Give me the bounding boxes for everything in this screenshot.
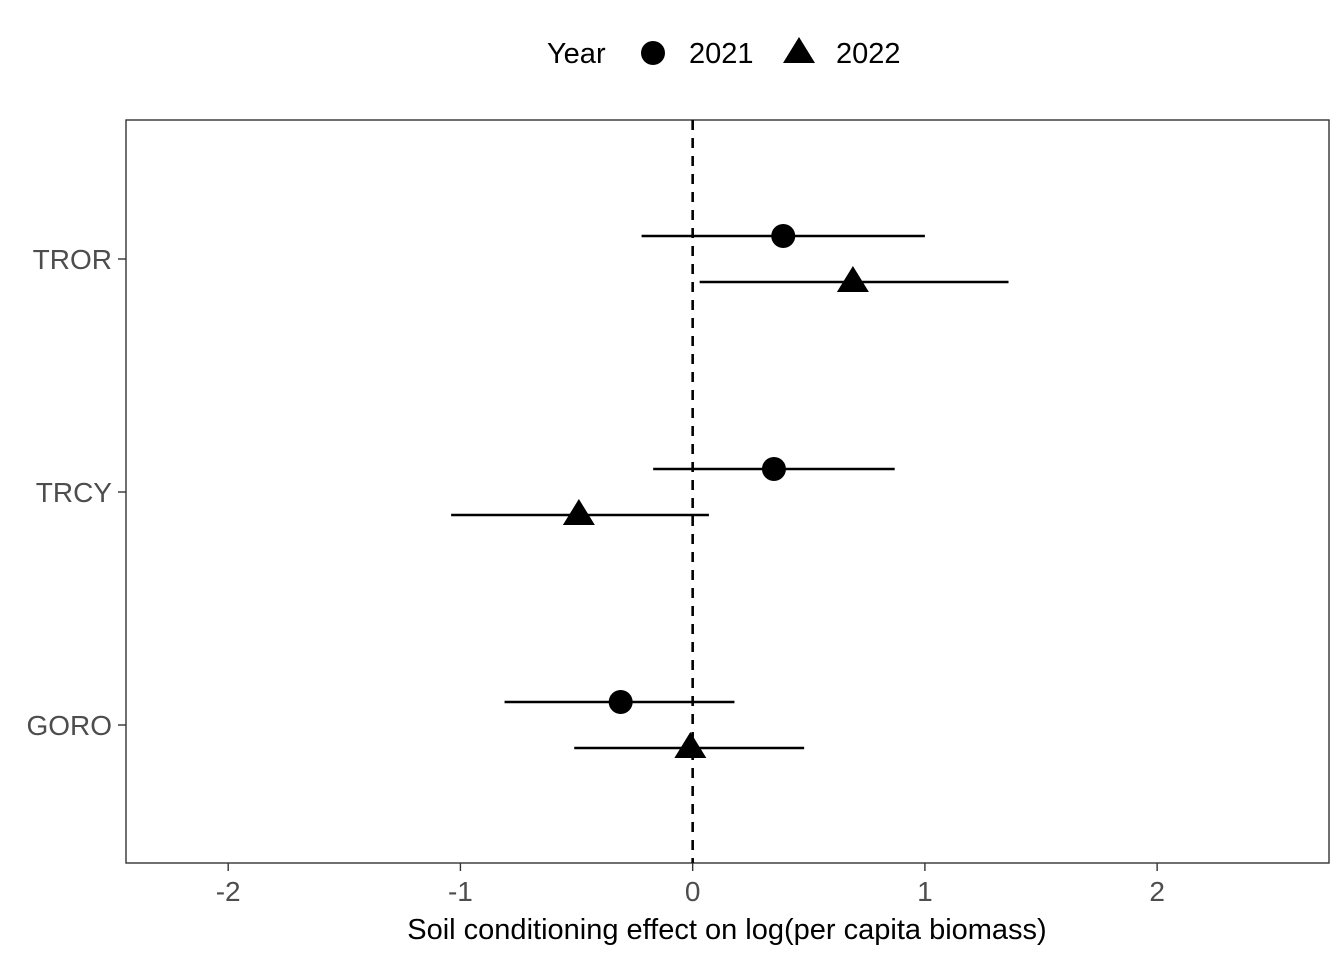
- point-2022-trcy: [562, 499, 595, 525]
- point-2021-trcy: [761, 457, 786, 481]
- point-2022-goro: [674, 732, 707, 758]
- y-axis: TROR TRCY GORO: [26, 244, 126, 741]
- legend-label-2022: 2022: [836, 38, 901, 70]
- x-tick-label: 0: [685, 876, 701, 907]
- x-tick-label: -2: [216, 876, 241, 907]
- point-2021-tror: [771, 224, 796, 248]
- y-tick-label: TRCY: [36, 477, 113, 508]
- legend-label-2021: 2021: [689, 38, 754, 70]
- legend-title: Year: [547, 38, 606, 70]
- legend: Year 2021 2022: [547, 37, 901, 70]
- x-tick-label: 1: [917, 876, 933, 907]
- point-2022-tror: [836, 266, 869, 292]
- point-2021-goro: [608, 690, 633, 714]
- x-axis: -2 -1 0 1 2: [216, 863, 1165, 907]
- plot-panel: [125, 119, 1330, 864]
- legend-key-2021-circle: [641, 41, 665, 65]
- x-axis-title: Soil conditioning effect on log(per capi…: [407, 914, 1046, 946]
- y-tick-label: TROR: [33, 244, 112, 275]
- x-tick-label: -1: [448, 876, 473, 907]
- legend-key-2022-triangle: [783, 37, 815, 63]
- y-tick-label: GORO: [26, 710, 112, 741]
- x-tick-label: 2: [1149, 876, 1165, 907]
- point-layer: [562, 224, 869, 758]
